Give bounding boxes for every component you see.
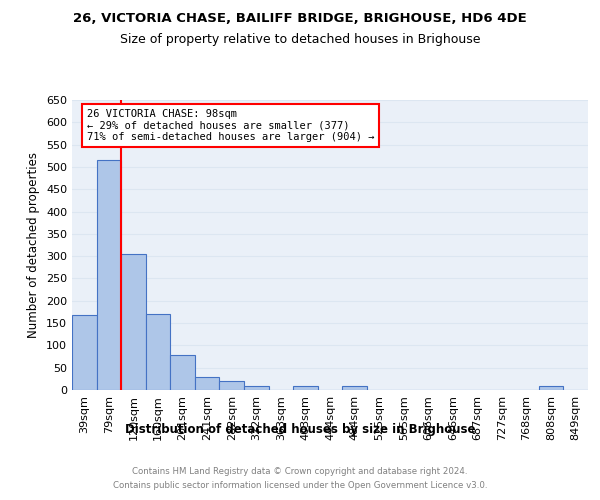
Bar [97,160,121,390]
Text: 26, VICTORIA CHASE, BAILIFF BRIDGE, BRIGHOUSE, HD6 4DE: 26, VICTORIA CHASE, BAILIFF BRIDGE, BRIG… [73,12,527,26]
Text: Contains public sector information licensed under the Open Government Licence v3: Contains public sector information licen… [113,481,487,490]
Text: Contains HM Land Registry data © Crown copyright and database right 2024.: Contains HM Land Registry data © Crown c… [132,468,468,476]
Y-axis label: Number of detached properties: Number of detached properties [28,152,40,338]
Bar [220,381,244,390]
Bar [293,386,318,390]
Bar [539,386,563,390]
Bar [342,386,367,390]
Bar [170,355,195,390]
Bar [121,254,146,390]
Text: Distribution of detached houses by size in Brighouse: Distribution of detached houses by size … [125,422,475,436]
Bar [146,314,170,390]
Text: 26 VICTORIA CHASE: 98sqm
← 29% of detached houses are smaller (377)
71% of semi-: 26 VICTORIA CHASE: 98sqm ← 29% of detach… [87,109,374,142]
Bar [195,376,220,390]
Bar [244,386,269,390]
Text: Size of property relative to detached houses in Brighouse: Size of property relative to detached ho… [120,32,480,46]
Bar [72,315,97,390]
